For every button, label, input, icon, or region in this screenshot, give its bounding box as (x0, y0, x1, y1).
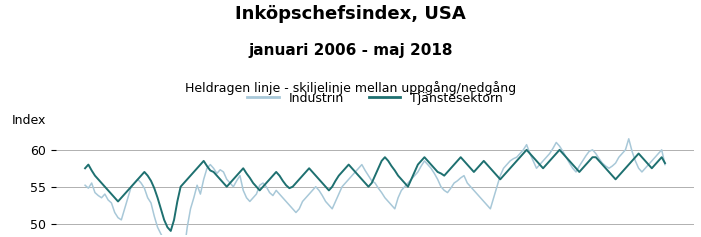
Text: Index: Index (11, 114, 46, 127)
Text: Heldragen linje - skiljelinje mellan uppgång/nedgång: Heldragen linje - skiljelinje mellan upp… (185, 81, 516, 95)
Legend: Industrin, Tjänstesektorn: Industrin, Tjänstesektorn (243, 87, 508, 109)
Text: januari 2006 - maj 2018: januari 2006 - maj 2018 (248, 43, 453, 58)
Text: Inköpschefsindex, USA: Inköpschefsindex, USA (235, 5, 466, 23)
